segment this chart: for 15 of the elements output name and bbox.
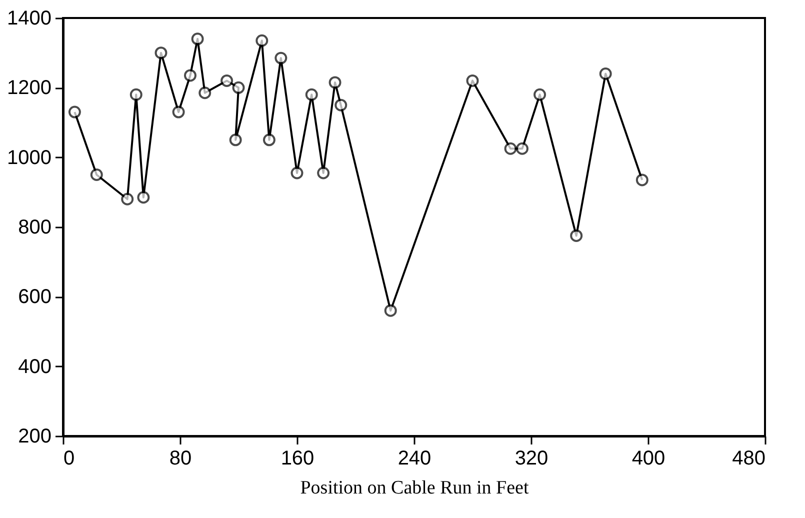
x-axis-title: Position on Cable Run in Feet [300, 478, 530, 498]
y-tick-label: 400 [18, 356, 52, 378]
y-tick-label: 800 [18, 216, 52, 238]
x-tick-label: 0 [64, 448, 75, 470]
y-tick-label: 600 [18, 286, 52, 308]
x-tick-label: 80 [169, 448, 192, 470]
y-tick-label: 1000 [7, 146, 52, 169]
x-tick-label: 240 [398, 448, 432, 470]
y-tick-label: 1200 [7, 77, 52, 100]
x-tick-label: 480 [732, 448, 766, 470]
x-tick-label: 400 [632, 448, 666, 470]
y-tick-label: 200 [18, 426, 52, 448]
x-tick-label: 160 [280, 448, 314, 470]
y-tick-label: 1400 [7, 8, 52, 30]
x-tick-label: 320 [514, 448, 548, 470]
